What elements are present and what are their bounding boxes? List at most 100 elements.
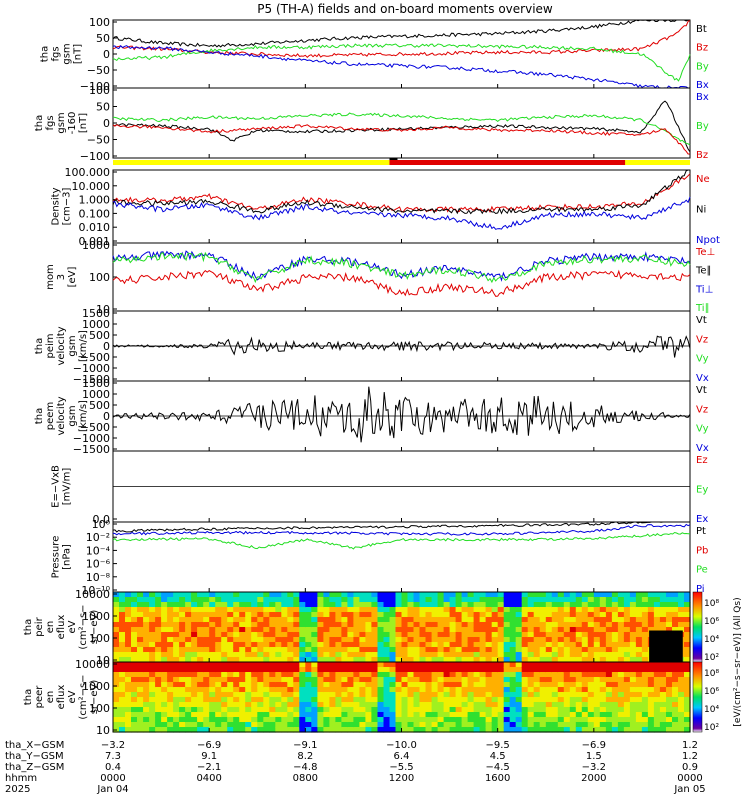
spectrogram-cell (293, 657, 300, 663)
spectrogram-cell (221, 617, 228, 623)
spectrogram-cell (293, 617, 300, 623)
spectrogram-cell (173, 627, 180, 633)
spectrogram-cell (629, 712, 637, 718)
spectrogram-cell (239, 652, 246, 658)
spectrogram-cell (209, 597, 216, 603)
spectrogram-cell (257, 667, 264, 673)
spectrogram-cell (666, 602, 673, 608)
spectrogram-cell (449, 617, 457, 623)
spectrogram-cell (185, 672, 192, 678)
spectrogram-cell (245, 602, 252, 608)
spectrogram-cell (545, 712, 553, 718)
spectrogram-cell (503, 592, 511, 598)
spectrogram-cell (335, 702, 342, 708)
spectrogram-cell (287, 632, 294, 638)
spectrogram-cell (143, 632, 150, 638)
spectrogram-cell (599, 607, 607, 613)
spectrogram-cell (678, 602, 685, 608)
spectrogram-cell (611, 612, 619, 618)
spectrogram-cell (245, 692, 252, 698)
spectrogram-cell (467, 627, 475, 633)
spectrogram-cell (167, 627, 174, 633)
spectrogram-cell (599, 622, 607, 628)
spectrogram-cell (239, 602, 246, 608)
spectrogram-cell (449, 637, 457, 643)
spectrogram-cell (155, 702, 162, 708)
spectrogram-cell (137, 622, 144, 628)
spectrogram-cell (269, 722, 276, 728)
spectrogram-cell (491, 707, 499, 713)
spectrogram-cell (497, 622, 505, 628)
spectrogram-cell (131, 617, 138, 623)
spectrogram-cell (551, 602, 559, 608)
spectrogram-cell (119, 602, 126, 608)
spectrogram-cell (383, 662, 391, 668)
spectrogram-cell (443, 657, 451, 663)
spectrogram-cell (617, 722, 625, 728)
spectrogram-cell (437, 682, 445, 688)
spectrogram-cell (263, 702, 270, 708)
spectrogram-cell (605, 712, 613, 718)
spectrogram-cell (419, 612, 427, 618)
spectrogram-cell (467, 647, 475, 653)
spectrogram-cell (539, 597, 547, 603)
spectrogram-cell (684, 727, 691, 733)
spectrogram-cell (293, 662, 300, 668)
spectrogram-cell (629, 647, 637, 653)
panel-peir_eflux: 10000100010010thapeirenefluxeV(cm²−s−sr−… (23, 588, 691, 667)
spectrogram-cell (491, 727, 499, 733)
spectrogram-cell (473, 682, 481, 688)
spectrogram-cell (653, 607, 661, 613)
spectrogram-cell (245, 707, 252, 713)
spectrogram-cell (635, 692, 643, 698)
spectrogram-cell (485, 697, 493, 703)
spectrogram-cell (401, 677, 409, 683)
spectrogram-cell (221, 672, 228, 678)
spectrogram-cell (653, 672, 661, 678)
spectrogram-cell (635, 652, 643, 658)
spectrogram-cell (611, 677, 619, 683)
spectrogram-cell (491, 677, 499, 683)
spectrogram-cell (113, 672, 120, 678)
spectrogram-cell (419, 617, 427, 623)
spectrogram-cell (221, 642, 228, 648)
spectrogram-cell (305, 642, 312, 648)
xaxis-value: 2000 (581, 773, 606, 784)
spectrogram-cell (521, 682, 529, 688)
spectrogram-cell (401, 602, 409, 608)
spectrogram-cell (684, 687, 691, 693)
spectrogram-cell (497, 647, 505, 653)
spectrogram-cell (521, 657, 529, 663)
spectrogram-cell (431, 612, 439, 618)
xaxis-value: 0.9 (682, 762, 698, 773)
spectrogram-cell (323, 627, 330, 633)
spectrogram-cell (539, 652, 547, 658)
spectrogram-cell (551, 712, 559, 718)
spectrogram-cell (191, 722, 198, 728)
spectrogram-cell (593, 617, 601, 623)
spectrogram-cell (515, 722, 523, 728)
spectrogram-cell (509, 727, 517, 733)
spectrogram-cell (251, 642, 258, 648)
spectrogram-cell (185, 627, 192, 633)
spectrogram-cell (395, 662, 403, 668)
spectrogram-cell (431, 637, 439, 643)
spectrogram-cell (419, 692, 427, 698)
spectrogram-cell (149, 652, 156, 658)
spectrogram-cell (431, 627, 439, 633)
spectrogram-cell (155, 637, 162, 643)
spectrogram-cell (305, 627, 312, 633)
spectrogram-cell (407, 602, 415, 608)
spectrogram-cell (413, 657, 421, 663)
spectrogram-cell (173, 602, 180, 608)
spectrogram-cell (569, 697, 577, 703)
spectrogram-cell (521, 612, 529, 618)
spectrogram-cell (221, 667, 228, 673)
spectrogram-cell (251, 717, 258, 723)
spectrogram-cell (587, 667, 595, 673)
spectrogram-cell (305, 617, 312, 623)
spectrogram-cell (233, 662, 240, 668)
y-tick-label: 10⁻² (86, 531, 110, 544)
spectrogram-cell (245, 702, 252, 708)
y-tick-label: 10000 (75, 658, 110, 671)
